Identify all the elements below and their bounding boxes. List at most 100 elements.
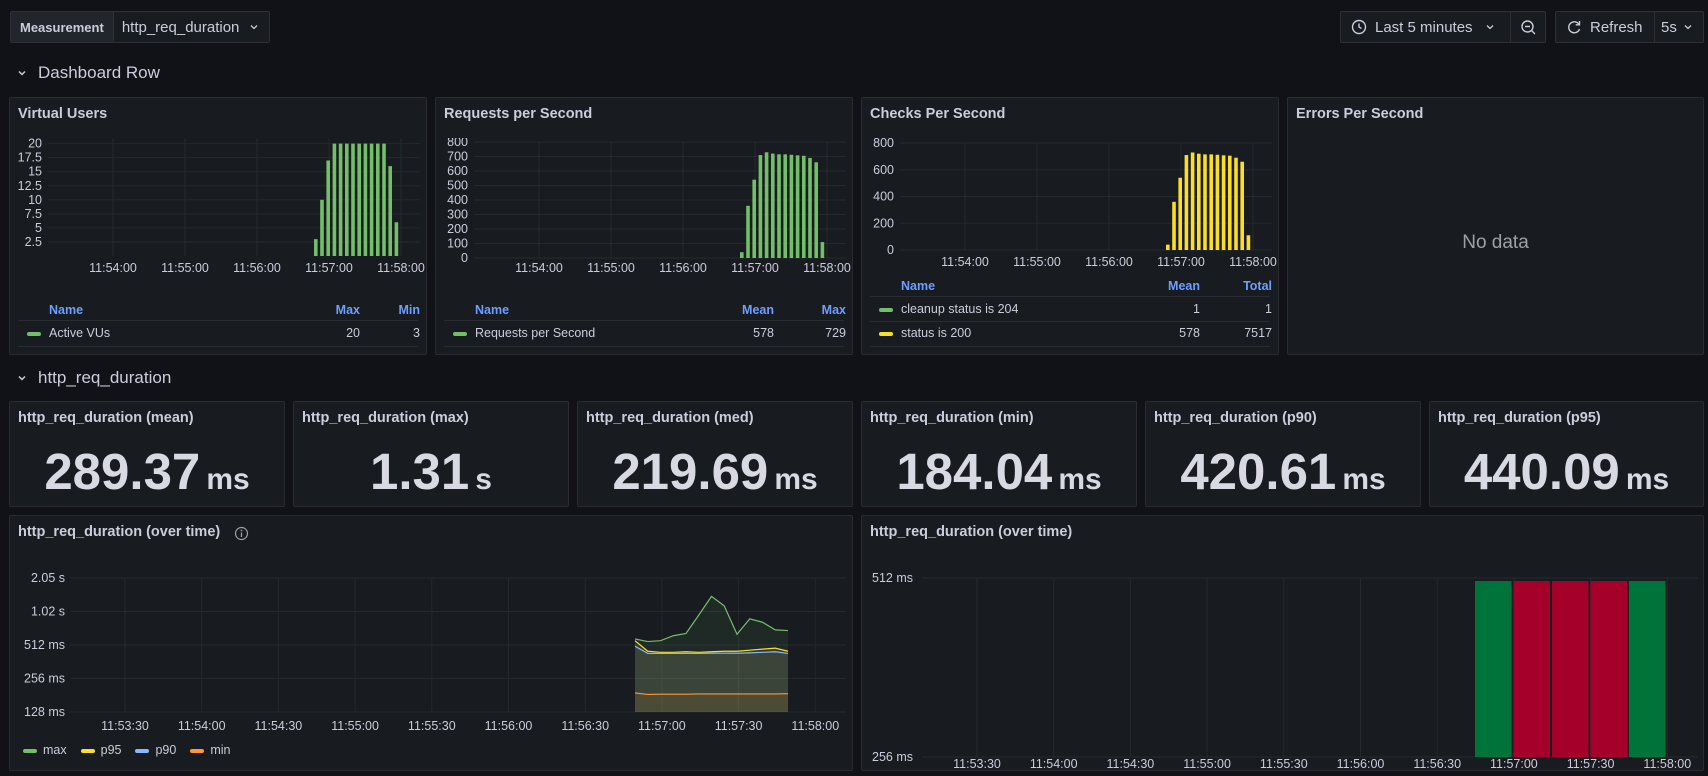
bar [320,199,324,256]
row-title: http_req_duration [38,368,172,387]
stat-panel-p95: http_req_duration (p95) 440.09 ms [1429,401,1704,507]
legend-max-value: 20 [346,326,360,340]
heatmap-cell [1629,581,1666,757]
clock-icon [1351,19,1367,35]
y-tick-label: 0 [461,251,468,265]
bar [1246,235,1251,250]
bar [394,222,399,256]
chevron-down-icon [1486,25,1494,30]
stat-number: 219.69 [612,443,769,500]
bar [1203,154,1207,250]
bar [764,152,769,258]
divider [444,346,844,347]
x-tick-label: 11:55:00 [1013,255,1061,269]
legend-item-rps[interactable]: Requests per Second [453,326,595,340]
bar [1215,154,1220,250]
legend-item-p90[interactable]: p90 [135,743,176,757]
x-tick-label: 11:54:30 [255,719,303,733]
y-tick-label: 0 [887,243,894,257]
y-tick-label: 17.5 [18,151,42,165]
x-tick-label: 11:57:00 [1490,757,1538,770]
divider [870,321,1270,322]
refresh-button[interactable]: Refresh [1555,11,1655,43]
panel-title: http_req_duration (over time) [18,524,221,540]
zoom-out-button[interactable] [1510,11,1546,43]
stat-unit: s [475,463,492,496]
x-tick-label: 11:53:30 [953,757,1001,770]
x-tick-label: 11:58:00 [377,261,425,275]
bar [351,143,355,256]
legend-max-head: Max [335,303,360,317]
divider [18,346,418,347]
cps-chart-svg: 800 600 400 200 0 11:54:00 11:55:00 11:56:00 11:… [873,138,1277,269]
y-tick-label: 256 ms [24,672,65,686]
bar [345,143,349,256]
row-header-http-req-duration[interactable]: http_req_duration [16,368,171,388]
legend-min-value: 3 [413,326,420,340]
legend-swatch [453,331,467,336]
series-line-p90 [634,645,789,655]
x-tick-label: 11:55:00 [587,261,635,275]
x-tick-label: 11:53:30 [101,719,149,733]
legend-min-head: Min [398,303,420,317]
y-tick-label: 5 [35,221,42,235]
legend-label: p95 [100,743,122,757]
legend-item-active-vus[interactable]: Active VUs [27,326,110,340]
legend-item-max[interactable]: max [23,743,67,757]
panel-title: http_req_duration (min) [870,410,1034,426]
refresh-interval-value: 5s [1661,18,1677,36]
panel-title: http_req_duration (p90) [1154,410,1317,426]
info-icon[interactable] [234,526,249,541]
stat-unit: ms [206,463,250,496]
legend-name-head: Name [901,279,936,293]
x-tick-label: 11:57:30 [715,719,763,733]
time-range-label: Last 5 minutes [1375,18,1473,36]
no-data-message: No data [1462,232,1529,253]
bar [814,162,818,258]
refresh-interval-picker[interactable]: 5s [1654,11,1704,43]
chevron-down-icon [1684,25,1692,30]
stat-unit: ms [1058,463,1102,496]
y-tick-label: 100 [447,237,468,251]
stat-value: 219.69 ms [578,442,852,501]
measurement-value: http_req_duration [121,18,240,36]
bar [1228,155,1232,250]
rps-chart: 800 700 600 500 400 300 200 100 0 11:54:00 11:55:0… [436,138,854,298]
stat-panel-max: http_req_duration (max) 1.31 s [293,401,569,507]
legend-item-p95[interactable]: p95 [80,743,122,757]
stat-panel-min: http_req_duration (min) 184.04 ms [861,401,1137,507]
bar [740,252,744,258]
time-range-picker[interactable]: Last 5 minutes [1340,11,1511,43]
legend-swatch [23,748,37,753]
measurement-select[interactable]: http_req_duration [114,12,270,42]
y-tick-label: 256 ms [872,750,913,764]
bar [789,154,794,258]
series-area-min [635,692,788,712]
x-tick-label: 11:54:30 [1107,757,1155,770]
over-time-chart: 2.05 s 1.02 s 512 ms 256 ms 128 ms 11:53:30 11… [10,556,854,736]
bar [777,154,781,258]
legend-swatch [135,748,150,753]
chevron-down-icon [18,375,26,381]
x-tick-label: 11:55:00 [161,261,209,275]
row-header-dashboard[interactable]: Dashboard Row [16,63,160,83]
x-tick-label: 11:56:00 [233,261,281,275]
y-tick-label: 200 [447,222,468,236]
legend-item-status-200[interactable]: status is 200 [879,326,971,340]
legend-item-min[interactable]: min [190,743,231,757]
legend-swatch [27,331,41,336]
series-line-min [634,692,789,696]
legend-item-cleanup[interactable]: cleanup status is 204 [879,302,1018,316]
refresh-label: Refresh [1590,18,1643,36]
heatmap-chart-svg: 512 ms 256 ms 11:53:30 11:54:00 11:54:30 11:5… [872,571,1698,770]
legend-label: status is 200 [901,326,972,340]
legend-mean-value: 578 [753,326,774,340]
bar [1184,155,1189,250]
over-time-chart-svg: 2.05 s 1.02 s 512 ms 256 ms 128 ms 11:53:30 11… [24,571,846,733]
bar [382,143,386,256]
bar [357,143,361,256]
panel-errors-per-second: Errors Per Second No data [1287,97,1704,355]
stat-unit: ms [774,463,818,496]
x-tick-label: 11:56:00 [485,719,533,733]
